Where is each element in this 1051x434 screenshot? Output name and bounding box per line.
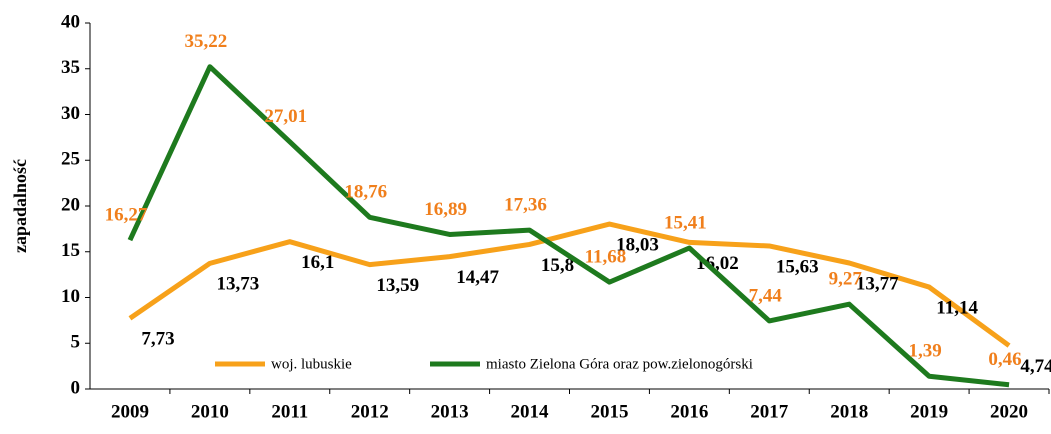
series-line bbox=[128, 221, 1011, 348]
y-tick-label: 10 bbox=[61, 286, 80, 307]
value-label: 1,39 bbox=[909, 341, 942, 362]
x-tick-label: 2010 bbox=[191, 401, 229, 422]
value-label: 16,02 bbox=[696, 253, 739, 274]
value-label: 7,73 bbox=[141, 329, 174, 350]
x-tick-label: 2017 bbox=[750, 401, 789, 422]
y-tick-label: 20 bbox=[61, 194, 80, 215]
x-tick-label: 2016 bbox=[670, 401, 708, 422]
value-label: 9,27 bbox=[829, 269, 863, 290]
value-label: 35,22 bbox=[185, 31, 228, 52]
x-tick-label: 2011 bbox=[271, 401, 308, 422]
value-label: 27,01 bbox=[264, 106, 307, 127]
value-label: 14,47 bbox=[456, 267, 499, 288]
legend-label: woj. lubuskie bbox=[271, 356, 352, 372]
x-tick-label: 2012 bbox=[351, 401, 389, 422]
y-tick-label: 5 bbox=[71, 332, 81, 353]
value-label: 18,76 bbox=[344, 182, 387, 203]
x-tick-label: 2014 bbox=[511, 401, 550, 422]
y-tick-label: 15 bbox=[61, 240, 80, 261]
value-label: 13,77 bbox=[856, 273, 899, 294]
value-label: 13,59 bbox=[376, 275, 419, 296]
value-label: 16,1 bbox=[301, 252, 334, 273]
value-label: 15,8 bbox=[541, 255, 574, 276]
value-label: 15,41 bbox=[664, 212, 707, 233]
value-label: 11,14 bbox=[936, 297, 978, 318]
x-tick-label: 2018 bbox=[830, 401, 868, 422]
x-tick-label: 2013 bbox=[431, 401, 469, 422]
x-tick-label: 2009 bbox=[111, 401, 149, 422]
value-label: 16,89 bbox=[424, 199, 467, 220]
y-tick-label: 0 bbox=[71, 377, 81, 398]
value-label: 18,03 bbox=[616, 234, 659, 255]
series-line bbox=[127, 64, 1010, 388]
y-axis-label: zapadalność bbox=[10, 159, 30, 253]
y-tick-label: 30 bbox=[61, 103, 80, 124]
value-label: 11,68 bbox=[585, 246, 627, 267]
y-tick-label: 40 bbox=[61, 11, 80, 32]
value-label: 16,27 bbox=[105, 204, 148, 225]
value-label: 4,74 bbox=[1020, 356, 1051, 377]
value-label: 15,63 bbox=[776, 256, 819, 277]
legend-label: miasto Zielona Góra oraz pow.zielonogórs… bbox=[486, 356, 753, 372]
value-label: 0,46 bbox=[988, 349, 1021, 370]
value-label: 13,73 bbox=[217, 274, 260, 295]
y-tick-label: 35 bbox=[61, 57, 80, 78]
y-tick-label: 25 bbox=[61, 149, 80, 170]
x-tick-label: 2020 bbox=[990, 401, 1028, 422]
value-label: 17,36 bbox=[504, 195, 547, 216]
x-tick-label: 2015 bbox=[590, 401, 628, 422]
x-tick-label: 2019 bbox=[910, 401, 948, 422]
value-label: 7,44 bbox=[749, 285, 783, 306]
